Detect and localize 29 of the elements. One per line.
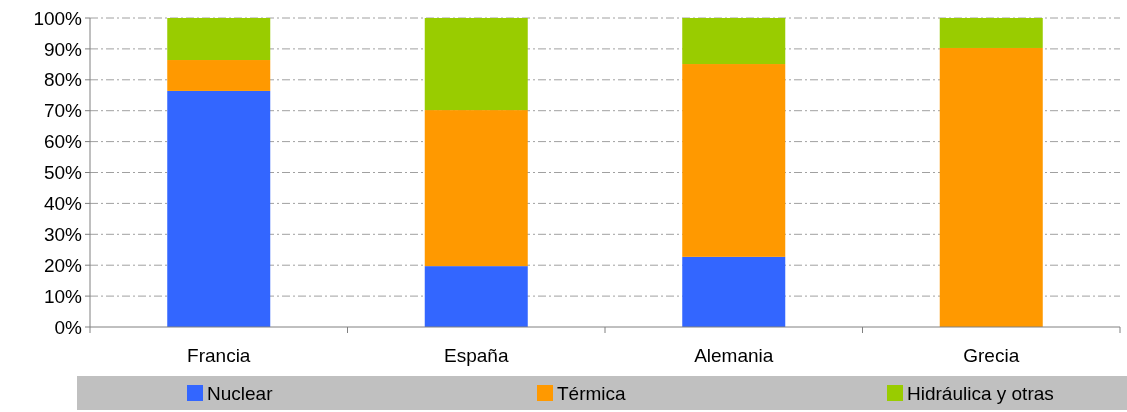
- y-tick-label: 80%: [43, 69, 83, 91]
- bar: [939, 47, 1043, 327]
- y-tick-label: 70%: [43, 100, 83, 122]
- bar: [424, 110, 528, 267]
- y-tick-label: 30%: [43, 223, 83, 245]
- x-tick-label: Alemania: [694, 345, 774, 366]
- bar: [939, 18, 1043, 48]
- x-tick-label: Francia: [187, 345, 251, 366]
- bar: [167, 60, 271, 91]
- bar: [682, 18, 786, 65]
- y-tick-label: 40%: [43, 193, 83, 215]
- y-tick-label: 10%: [43, 285, 83, 307]
- bar: [424, 266, 528, 327]
- legend-label: Térmica: [557, 382, 627, 404]
- y-tick-label: 90%: [43, 38, 83, 60]
- bar: [167, 18, 271, 61]
- y-tick-label: 50%: [43, 162, 83, 184]
- bar: [167, 90, 271, 327]
- legend-label: Hidráulica y otras: [907, 382, 1054, 404]
- y-tick-label: 60%: [43, 131, 83, 153]
- bar: [424, 18, 528, 111]
- bar: [682, 256, 786, 327]
- x-tick-label: España: [444, 345, 509, 366]
- bar: [682, 64, 786, 257]
- y-tick-label: 0%: [54, 316, 83, 338]
- legend-label: Nuclear: [207, 382, 274, 404]
- x-tick-label: Grecia: [963, 345, 1020, 366]
- y-tick-label: 100%: [33, 7, 83, 29]
- y-tick-label: 20%: [43, 254, 83, 276]
